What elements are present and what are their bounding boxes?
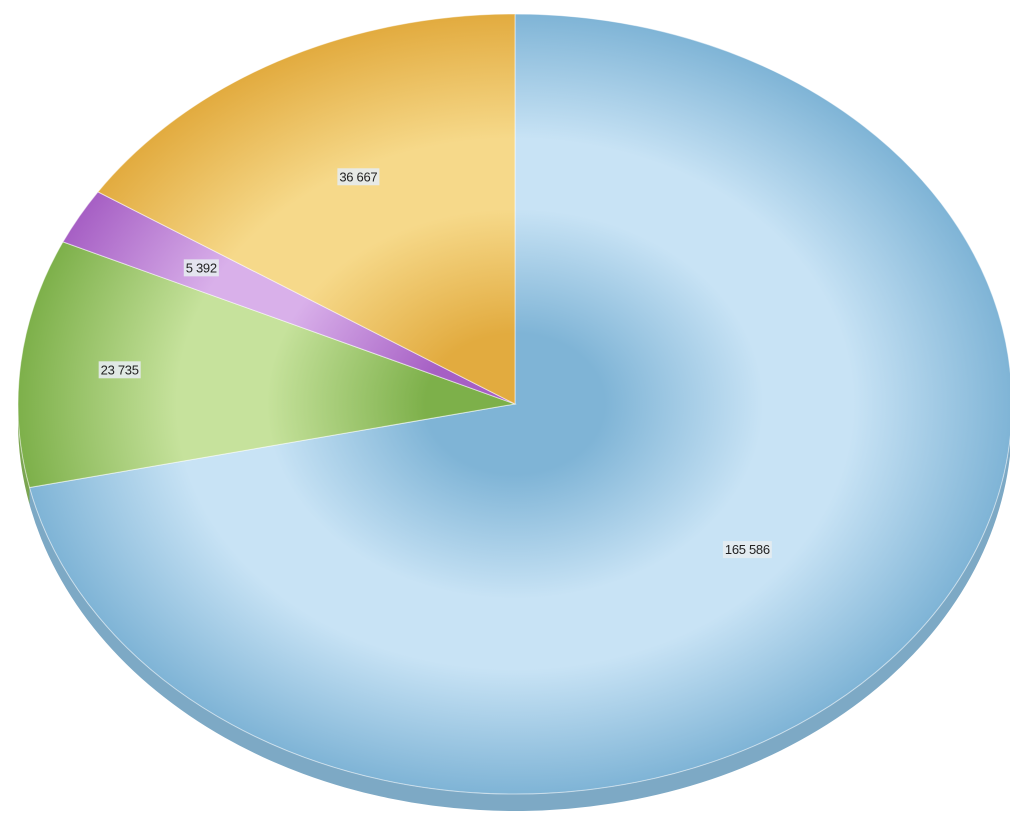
slice-label-background [337,168,380,186]
slice-label-text: 23 735 [101,362,139,377]
slice-label-background [183,259,219,277]
slice-label-165-586: 165 586 [722,541,772,559]
slice-label-5-392: 5 392 [183,259,219,277]
slice-label-background [98,361,141,379]
pie-labels-layer: 165 586 23 735 5 392 36 667 [98,168,772,559]
pie-slice-165-586[interactable] [28,13,1010,795]
pie-slice-36-667[interactable] [97,13,516,405]
pie-slice-23-735[interactable] [17,241,517,489]
slice-label-36-667: 36 667 [337,168,380,186]
pie-depth-layer [18,404,1010,811]
slice-label-text: 165 586 [725,542,770,557]
pie-slices-layer [17,13,1010,795]
slice-label-text: 36 667 [339,169,377,184]
slice-label-background [722,541,772,559]
slice-label-text: 5 392 [186,260,217,275]
pie-slice-depth-23-735 [18,404,30,505]
slice-label-23-735: 23 735 [98,361,141,379]
